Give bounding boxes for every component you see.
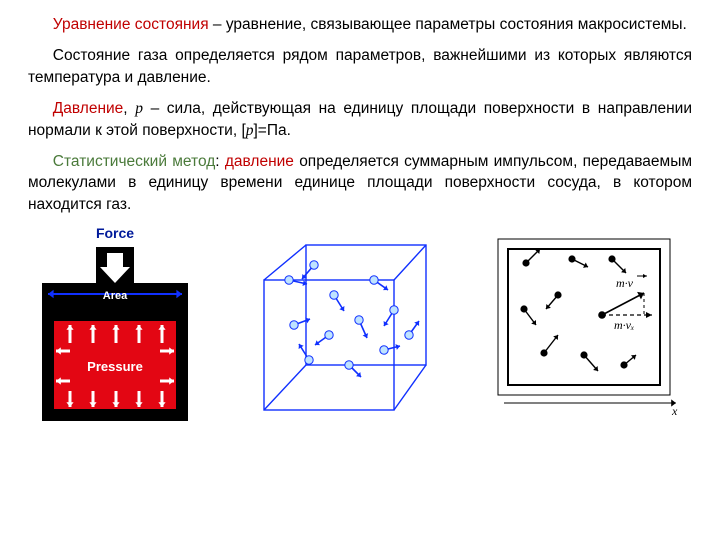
paragraph-4: Статистический метод: давление определяе… bbox=[28, 151, 692, 215]
p3-symbol: p bbox=[135, 100, 143, 117]
svg-text:Area: Area bbox=[103, 290, 128, 302]
p3-symbol2: p bbox=[246, 122, 254, 139]
svg-text:x: x bbox=[671, 404, 678, 418]
page: Уравнение состояния – уравнение, связыва… bbox=[0, 0, 720, 540]
p4-sep: : bbox=[215, 153, 225, 170]
momentum-svg: x m·v m·vₓ bbox=[484, 225, 684, 420]
paragraph-3: Давление, p – сила, действующая на едини… bbox=[28, 98, 692, 141]
term-pressure: Давление bbox=[53, 100, 124, 117]
figure-gas-cube bbox=[234, 225, 444, 420]
term-statistical-method: Статистический метод bbox=[53, 153, 216, 170]
svg-text:m·v: m·v bbox=[616, 276, 634, 290]
p1-rest: – уравнение, связывающее параметры состо… bbox=[209, 16, 687, 33]
paragraph-1: Уравнение состояния – уравнение, связыва… bbox=[28, 14, 692, 35]
figure-row: Force Area Pressure x m·v m·vₓ bbox=[28, 225, 692, 423]
svg-text:Pressure: Pressure bbox=[87, 359, 143, 374]
svg-text:m·vₓ: m·vₓ bbox=[614, 318, 634, 332]
force-label: Force bbox=[96, 225, 134, 241]
p2-text: Состояние газа определяется рядом параме… bbox=[28, 47, 692, 85]
figure-pressure-piston: Force Area Pressure bbox=[36, 225, 194, 423]
p3-mid1: , bbox=[123, 100, 135, 117]
term-equation-of-state: Уравнение состояния bbox=[53, 16, 209, 33]
cube-svg bbox=[234, 225, 444, 420]
paragraph-2: Состояние газа определяется рядом параме… bbox=[28, 45, 692, 88]
term-pressure-2: давление bbox=[225, 153, 294, 170]
figure-momentum-box: x m·v m·vₓ bbox=[484, 225, 684, 420]
p3-mid3: ]=Па. bbox=[254, 122, 291, 139]
piston-svg: Area Pressure bbox=[36, 243, 194, 423]
